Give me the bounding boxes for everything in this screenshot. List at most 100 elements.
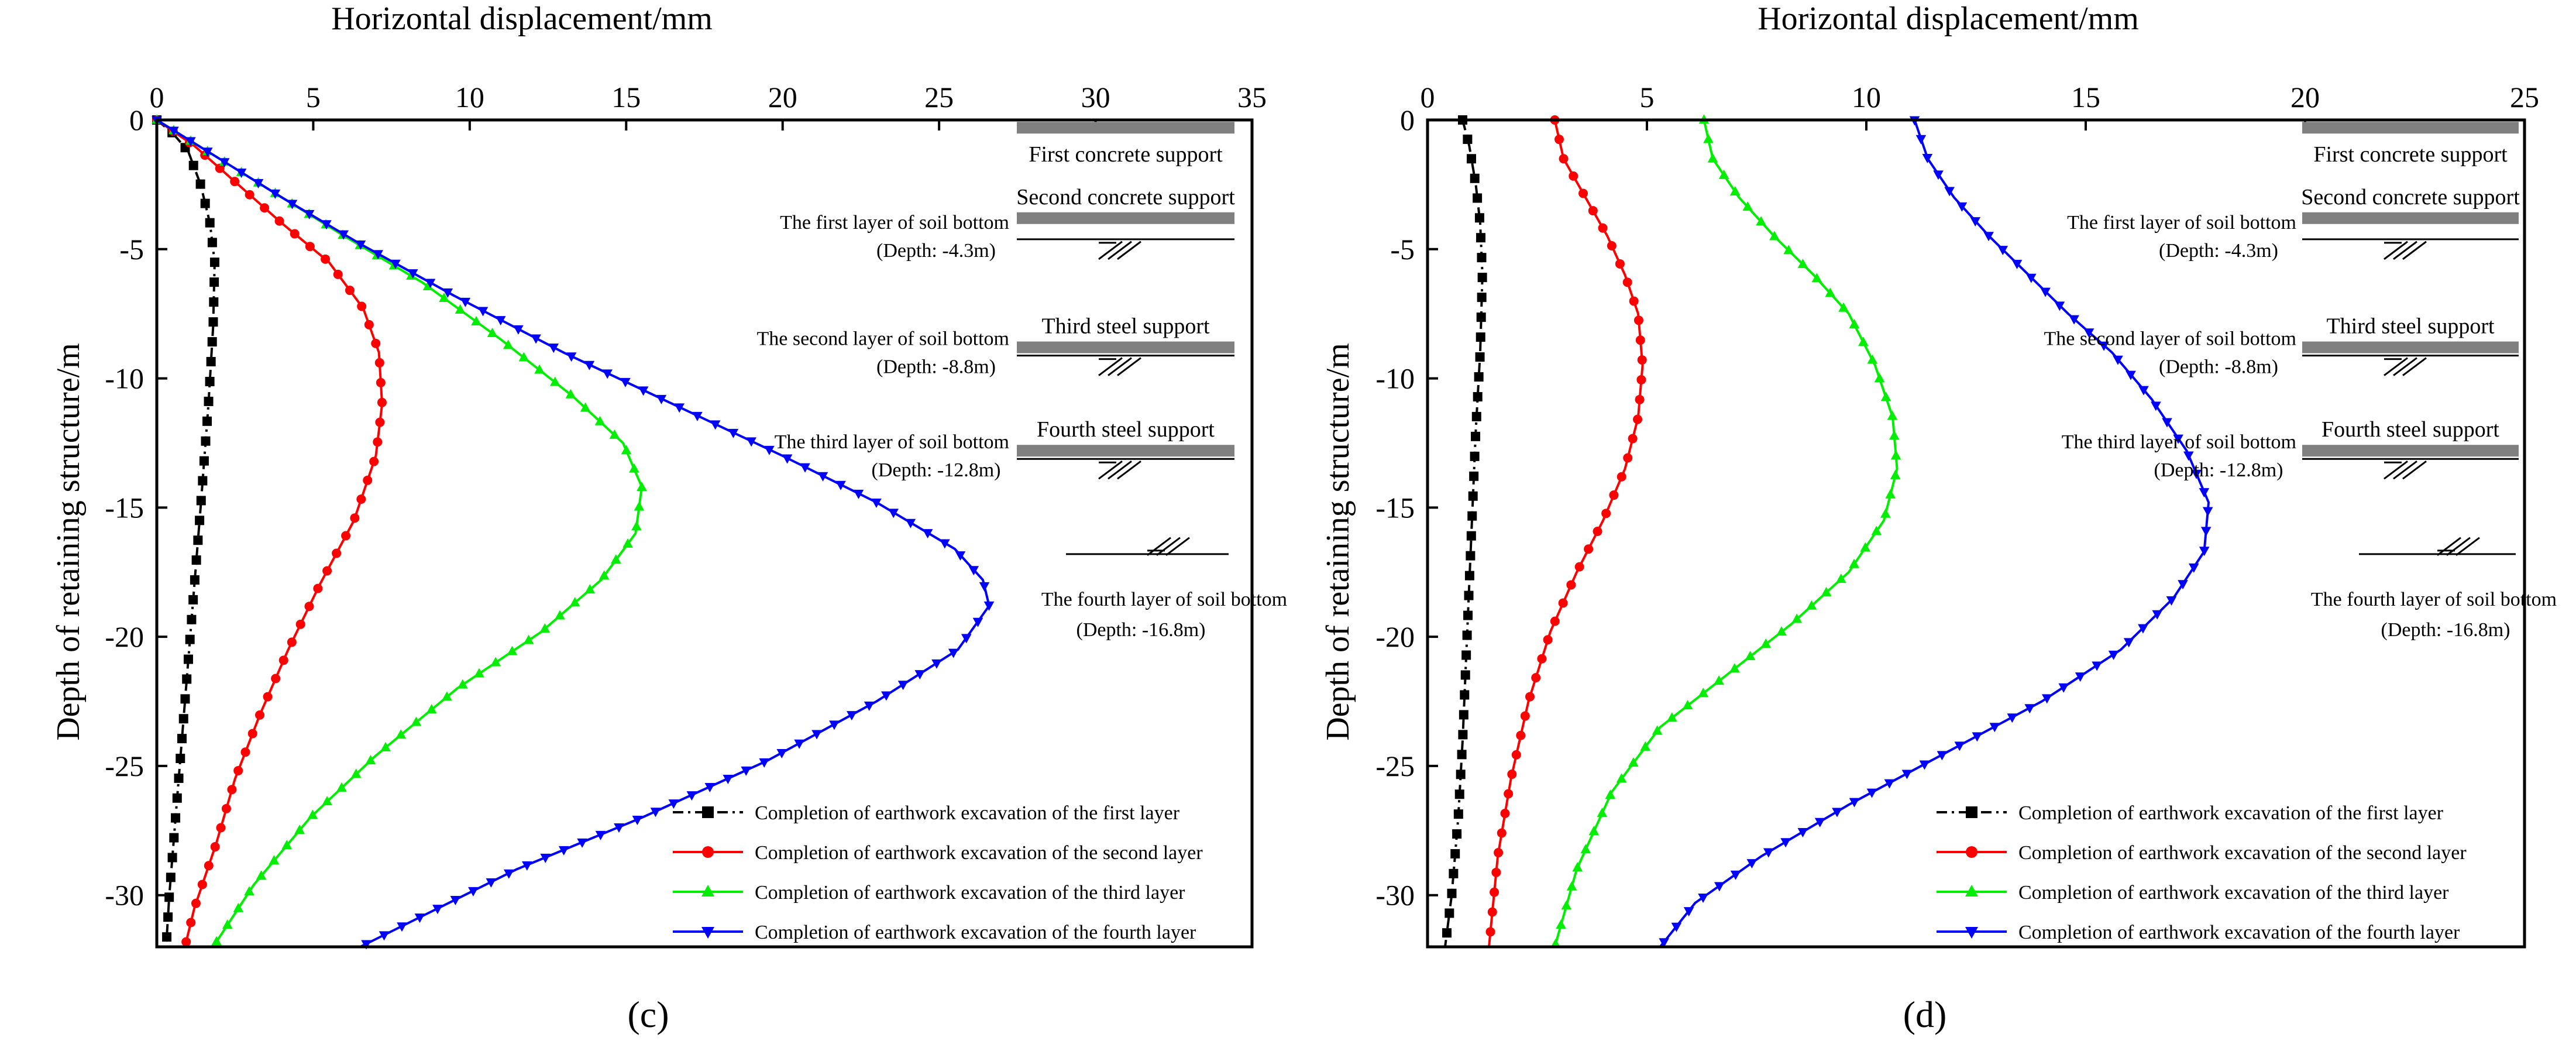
data-point [227, 785, 237, 795]
data-point [983, 601, 995, 611]
data-point [1476, 233, 1486, 243]
data-point [741, 766, 752, 776]
data-point [1867, 354, 1878, 364]
data-point [1460, 690, 1470, 700]
data-point [450, 895, 461, 905]
data-point [202, 147, 213, 157]
data-point [1811, 273, 1822, 283]
data-point [196, 496, 206, 506]
data-point [174, 773, 184, 783]
data-point [321, 220, 332, 230]
support-bar [2302, 212, 2519, 224]
data-point [1578, 188, 1588, 198]
data-point [1607, 241, 1617, 250]
data-point [245, 190, 254, 200]
data-point [1838, 302, 1849, 312]
x-tick-label: 5 [306, 81, 321, 114]
legend: Completion of earthwork excavation of th… [1937, 802, 2467, 943]
support-bar [1017, 122, 1234, 134]
data-point [195, 516, 205, 526]
data-point [313, 583, 323, 593]
data-point [811, 730, 822, 740]
data-point [1454, 789, 1464, 799]
y-tick-label: -15 [1375, 491, 1415, 524]
data-point [361, 940, 372, 950]
data-point [1447, 888, 1457, 898]
data-point [1457, 750, 1467, 760]
data-point [373, 250, 383, 260]
data-point [1473, 193, 1483, 203]
data-point [1633, 315, 1643, 325]
data-point [183, 654, 193, 664]
data-point [1500, 808, 1510, 818]
data-point [817, 472, 828, 482]
data-point [1890, 469, 1901, 479]
data-point [215, 163, 225, 173]
panel-label-c: (c) [627, 994, 669, 1035]
data-point [1556, 919, 1566, 929]
y-tick-label: -25 [1375, 750, 1415, 782]
data-point [1616, 773, 1627, 783]
data-point [2173, 434, 2183, 444]
legend-marker-4 [1965, 927, 1978, 939]
data-point [374, 358, 384, 367]
data-point [2041, 694, 2052, 704]
data-point [1633, 414, 1643, 424]
data-point [668, 799, 679, 809]
data-point [487, 327, 498, 337]
data-point [2183, 451, 2194, 461]
soil-layer-label: The second layer of soil bottom [2044, 328, 2296, 350]
data-point [800, 463, 810, 473]
data-point [1487, 907, 1497, 917]
data-point [197, 880, 207, 889]
data-point [972, 617, 983, 627]
data-point [871, 498, 882, 508]
data-point [180, 694, 190, 704]
data-point [1698, 893, 1708, 903]
data-point [2126, 370, 2136, 380]
y-tick-label: 0 [1400, 104, 1415, 136]
data-point [1463, 610, 1473, 620]
data-point [2113, 355, 2123, 365]
y-tick-label: -10 [1375, 362, 1415, 395]
data-point [247, 729, 257, 739]
data-point [1605, 789, 1616, 799]
legend-label-2: Completion of earthwork excavation of th… [755, 842, 1203, 864]
data-point [230, 177, 240, 187]
data-point [1507, 770, 1517, 779]
data-point [1468, 491, 1478, 501]
data-point [2123, 638, 2134, 648]
data-point [185, 634, 195, 644]
data-point [260, 203, 270, 213]
data-point [1464, 571, 1474, 581]
data-point [207, 238, 217, 248]
soil-hatch [1098, 241, 1141, 260]
data-point [1525, 692, 1535, 702]
data-point [1450, 849, 1460, 858]
data-point [2108, 650, 2119, 660]
y-tick-label: -20 [1375, 620, 1415, 653]
data-point [1491, 867, 1501, 877]
data-point [1615, 259, 1625, 269]
data-point [338, 230, 349, 240]
series-line-2 [1488, 119, 1644, 947]
data-point [602, 369, 613, 379]
soil-layer-label: The first layer of soil bottom [780, 212, 1009, 233]
data-point [1452, 829, 1462, 839]
data-point [2069, 315, 2079, 325]
soil-layer-label: The third layer of soil bottom [775, 431, 1009, 453]
data-point [206, 357, 216, 367]
data-point [369, 456, 379, 466]
data-point [1470, 173, 1480, 183]
data-point [1640, 741, 1651, 751]
data-point [1476, 332, 1485, 342]
data-point [204, 861, 214, 871]
data-point [2162, 418, 2172, 428]
data-point [210, 842, 220, 852]
data-point [1919, 760, 1930, 770]
data-point [201, 436, 211, 446]
x-tick-label: 30 [1081, 81, 1110, 114]
data-point [1471, 411, 1481, 421]
data-point [569, 597, 580, 607]
data-point [222, 919, 233, 929]
